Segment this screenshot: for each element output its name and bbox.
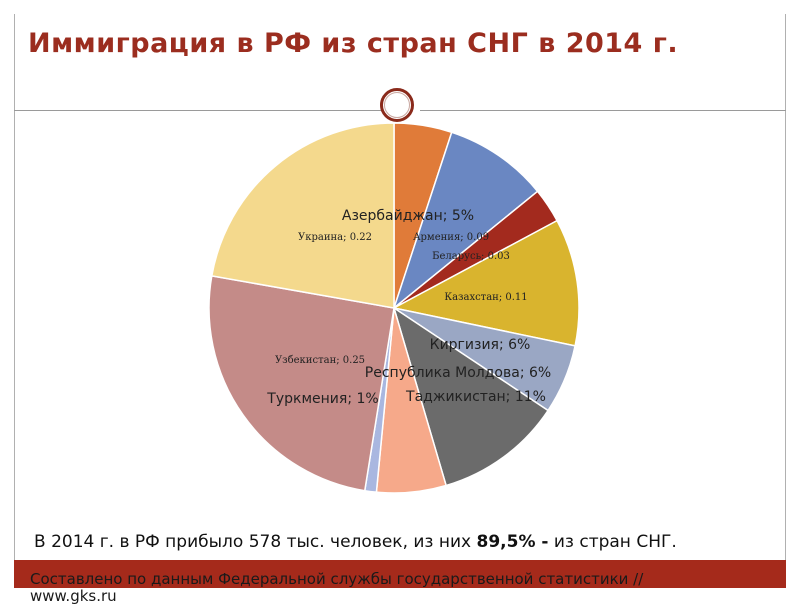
pie-slice: [208, 275, 395, 492]
pie-slice: [210, 122, 395, 309]
caption-tail: из стран СНГ.: [548, 532, 677, 552]
ring-ornament-inner-icon: [384, 92, 410, 118]
pie-slice-label: Украина; 0.22: [298, 232, 372, 243]
pie-slice-label: Таджикистан; 11%: [405, 389, 546, 405]
title-rule-left: [14, 110, 384, 111]
pie-slice-label: Азербайджан; 5%: [342, 208, 474, 224]
pie-labels: Азербайджан; 5% Армения; 0.09 Беларусь; 0.…: [266, 208, 551, 407]
pie-slice-label: Беларусь; 0.03: [432, 251, 510, 262]
slide-frame: [14, 14, 786, 586]
source-line: Составлено по данным Федеральной службы …: [30, 570, 644, 588]
footer-bar: [14, 560, 786, 588]
slide-title: Иммиграция в РФ из стран СНГ в 2014 г.: [28, 28, 679, 59]
pie-slice: [392, 306, 550, 487]
caption-plain: В 2014 г. в РФ прибыло 578 тыс. человек,…: [34, 532, 477, 552]
pie-slice-label: Туркмения; 1%: [266, 391, 378, 407]
pie-slice-label: Киргизия; 6%: [430, 337, 531, 353]
pie-slice-label: Казахстан; 0.11: [444, 292, 527, 303]
pie-slice-label: Армения; 0.09: [413, 232, 489, 243]
pie-slice-label: Республика Молдова; 6%: [365, 365, 551, 381]
caption-bold: 89,5% -: [476, 532, 549, 552]
source-url: www.gks.ru: [30, 587, 117, 605]
caption-text: В 2014 г. в РФ прибыло 578 тыс. человек,…: [34, 530, 764, 554]
pie-slice-label: Узбекистан; 0.25: [275, 355, 365, 366]
pie-slice: [392, 131, 539, 311]
pie-slices: [208, 122, 580, 494]
title-rule-right: [420, 110, 786, 111]
pie-slice: [391, 219, 580, 347]
